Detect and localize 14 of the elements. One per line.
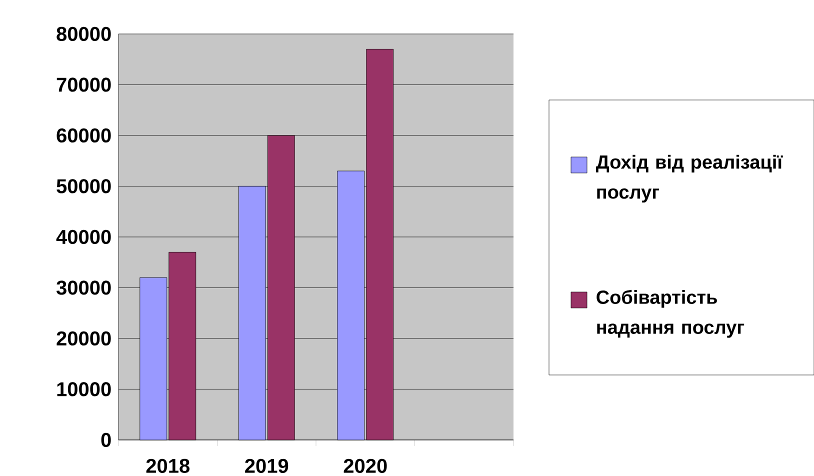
y-tick-label: 10000 <box>57 382 111 396</box>
x-tick-label: 2018 <box>146 458 190 473</box>
y-tick-label: 0 <box>101 432 111 448</box>
y-tick-label: 40000 <box>56 230 111 244</box>
y-tick-label: 80000 <box>56 26 111 42</box>
y-tick-label: 60000 <box>56 128 111 143</box>
y-tick-label: 30000 <box>56 280 111 295</box>
x-tick-label: 2019 <box>245 458 288 473</box>
y-tick-label: 50000 <box>56 179 111 194</box>
legend-label: Дохід від реалізації послуг <box>596 154 783 203</box>
x-tick-label: 2020 <box>344 458 387 473</box>
y-tick-label: 20000 <box>56 331 111 346</box>
y-tick-label: 70000 <box>56 78 111 92</box>
legend-label: Собівартість надання послуг <box>596 290 744 338</box>
